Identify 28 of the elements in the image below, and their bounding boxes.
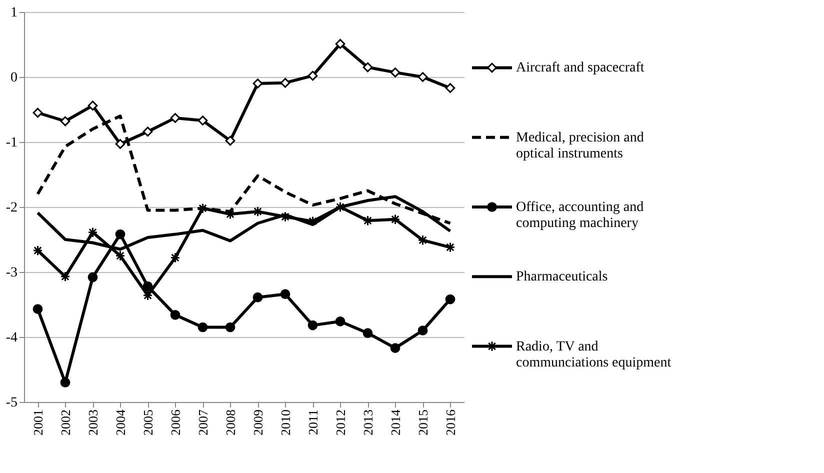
legend-label: Pharmaceuticals <box>516 270 608 285</box>
x-tick-label: 2012 <box>332 410 348 436</box>
x-tick-label: 2011 <box>305 410 320 436</box>
x-tick-label: 2006 <box>168 409 183 436</box>
x-tick-label: 2008 <box>222 410 238 436</box>
x-tick-label: 2016 <box>442 409 458 436</box>
x-tick-label: 2001 <box>30 410 46 436</box>
x-tick-label: 2004 <box>112 409 128 436</box>
y-tick-label: 1 <box>10 6 18 20</box>
legend-label: Radio, TV and communciations equipment <box>516 339 672 370</box>
y-tick-label: -5 <box>6 396 18 410</box>
x-tick-label: 2013 <box>360 410 376 436</box>
x-tick-label: 2009 <box>250 410 266 436</box>
legend-label: Medical, precision and optical instruments <box>516 130 644 162</box>
y-tick-label: -1 <box>6 136 18 150</box>
x-tick-label: 2014 <box>388 409 403 436</box>
y-tick-label: -4 <box>6 330 18 346</box>
x-tick-label: 2007 <box>195 409 210 436</box>
x-tick-label: 2005 <box>140 410 156 436</box>
y-tick-label: -2 <box>6 200 18 216</box>
x-tick-label: 2015 <box>415 410 430 436</box>
x-tick-label: 2003 <box>85 410 100 436</box>
legend-label: Office, accounting and computing machinery <box>516 200 644 231</box>
y-tick-label: -3 <box>6 266 18 280</box>
y-tick-label: 0 <box>10 70 18 86</box>
x-tick-label: 2002 <box>58 410 73 436</box>
x-tick-label: 2010 <box>278 410 293 436</box>
legend-label: Aircraft and spacecraft <box>516 60 644 76</box>
